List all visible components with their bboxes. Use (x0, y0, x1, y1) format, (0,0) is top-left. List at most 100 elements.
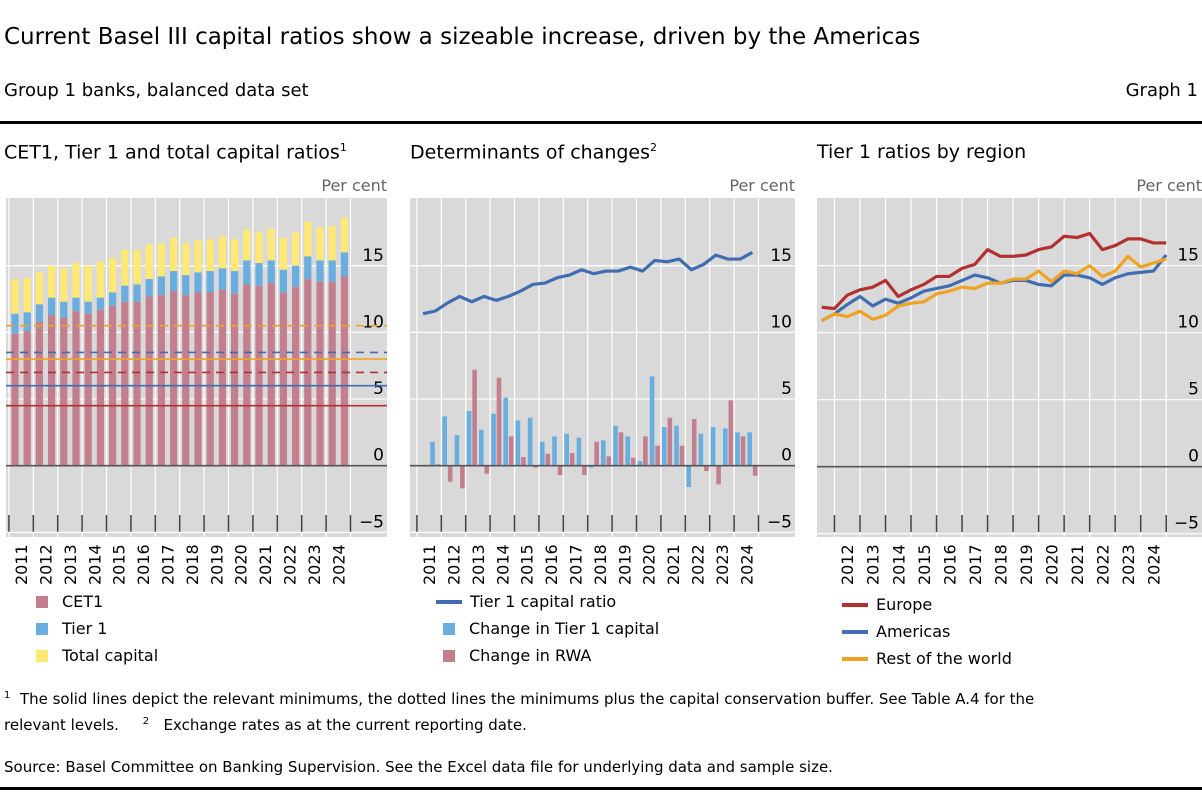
y-tick-label: 0 (1188, 447, 1199, 467)
footnote-2-marker: 2 (142, 716, 150, 727)
total-capital-bar (243, 229, 251, 261)
graph-title: Current Basel III capital ratios show a … (4, 24, 921, 50)
cet1-bar (60, 317, 68, 466)
x-tick-label: 2015 (915, 544, 934, 585)
tier1-bar (255, 263, 263, 286)
change-rwa-bar (508, 436, 514, 466)
tier1-bar (194, 272, 202, 293)
cet1-bar (218, 289, 226, 466)
tier1-bar (84, 301, 92, 314)
total-capital-bar (109, 257, 117, 293)
x-tick-label: 2020 (232, 544, 251, 585)
change-rwa-bar (496, 377, 502, 466)
footnote-1-cont-text: relevant levels. (4, 716, 119, 734)
change-tier1-bar (515, 420, 521, 466)
cet1-bar (243, 284, 251, 466)
footnote-1-text: The solid lines depict the relevant mini… (19, 690, 1035, 708)
change-tier1-bar (503, 397, 508, 466)
x-tick-label: 2015 (518, 544, 537, 585)
total-capital-bar (194, 240, 202, 273)
change-tier1-bar (491, 413, 496, 466)
total-capital-bar (328, 225, 336, 261)
x-tick-label: 2012 (838, 544, 857, 585)
cet1-bar (133, 301, 141, 466)
cet1-bar (11, 333, 19, 466)
x-tick-label: 2016 (542, 544, 561, 585)
change-rwa-bar (569, 453, 575, 466)
tier1-bar (72, 297, 80, 312)
change-tier1-bar (576, 437, 582, 466)
change-tier1-bar (564, 433, 569, 466)
panel2-unit: Per cent (729, 176, 795, 195)
x-tick-label: 2024 (329, 544, 348, 585)
change-rwa-bar (728, 400, 734, 466)
total-capital-bar (231, 239, 239, 272)
y-tick-label: 5 (781, 379, 792, 399)
tier1-bar (328, 260, 336, 282)
cet1-bar (292, 287, 300, 466)
change-rwa-bar (618, 432, 624, 466)
x-tick-label: 2014 (889, 544, 908, 585)
x-tick-label: 2017 (567, 544, 586, 585)
change-tier1-bar (649, 376, 655, 466)
change-rwa-bar (679, 445, 685, 466)
tier1-bar (340, 252, 348, 277)
change-tier1-bar (674, 425, 679, 466)
y-tick-label: −5 (359, 512, 384, 532)
y-tick-label: 10 (770, 312, 792, 332)
panel2-title-footnote: 2 (650, 141, 658, 154)
change-tier1-bar (747, 432, 752, 466)
panel2-plot: 15 10 5 0 −5 2011 2012 2013 2014 2015 2016 2017 2018… (410, 198, 795, 585)
europe-line-swatch (842, 602, 868, 607)
tier1-bar (145, 279, 153, 297)
cet1-bar (231, 293, 239, 466)
x-tick-label: 2021 (664, 544, 683, 585)
legend-tier1-ratio: Tier 1 capital ratio (470, 592, 617, 611)
cet1-bar (35, 321, 43, 466)
x-tick-label: 2024 (1144, 544, 1163, 585)
total-capital-bar (157, 243, 165, 277)
change-rwa-bar (752, 465, 758, 476)
change-tier1-bar (710, 427, 716, 466)
change-rwa-bar (643, 436, 648, 466)
change-rwa-bar (667, 417, 673, 466)
total-capital-bar (340, 217, 348, 253)
change-tier1-bar (454, 435, 460, 466)
series-line-europe (821, 231, 1167, 311)
change-rwa-bar (472, 369, 477, 466)
change-tier1-bar (698, 433, 704, 466)
x-tick-label: 2016 (134, 544, 153, 585)
cet1-bar (255, 285, 263, 466)
y-tick-label: −5 (767, 512, 792, 532)
graph-number: Graph 1 (1125, 80, 1198, 101)
tier1-bar (48, 297, 56, 316)
change-tier1-bar (735, 432, 740, 466)
panel1-unit: Per cent (321, 176, 387, 195)
total-capital-bar (96, 261, 104, 298)
total-capital-bar (279, 237, 287, 270)
total-capital-bar (255, 232, 263, 264)
total-capital-bar (145, 244, 153, 280)
change-tier1-bar (613, 425, 618, 466)
tier1-bar (109, 292, 117, 306)
panel1-title-footnote: 1 (339, 141, 347, 154)
footnote-2-text: Exchange rates as at the current reporti… (163, 716, 527, 734)
change-tier1-bar (723, 428, 728, 466)
cet1-bar (182, 295, 190, 466)
americas-line-swatch (842, 629, 868, 634)
x-tick-label: 2018 (991, 544, 1010, 585)
change-rwa-bar (447, 465, 453, 482)
x-tick-label: 2020 (640, 544, 659, 585)
change-tier1-bar (552, 436, 557, 466)
y-tick-label: 15 (362, 246, 384, 266)
x-tick-label: 2018 (183, 544, 202, 585)
tier1-bar (133, 284, 141, 302)
legend-total-capital: Total capital (62, 646, 159, 665)
cet1-bar (145, 296, 153, 466)
cet1-bar (340, 276, 348, 466)
x-tick-label: 2016 (940, 544, 959, 585)
y-tick-label: 5 (1188, 380, 1199, 400)
cet1-swatch (36, 595, 48, 608)
total-capital-bar (84, 265, 92, 302)
